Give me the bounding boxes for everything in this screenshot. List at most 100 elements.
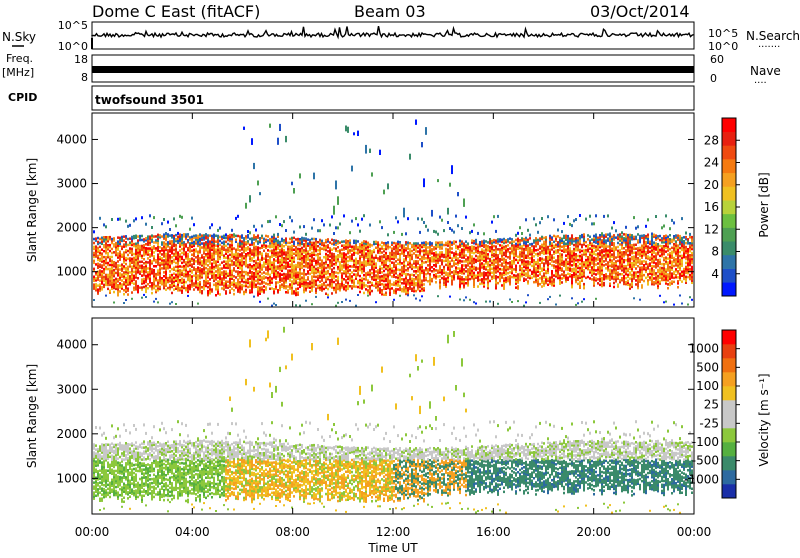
echo-cell xyxy=(567,261,569,264)
echo-cell xyxy=(455,241,457,244)
echo-cell xyxy=(467,242,469,245)
echo-cell xyxy=(551,242,553,245)
echo-cell xyxy=(407,273,409,276)
echo-cell xyxy=(347,240,349,243)
echo-cell xyxy=(179,249,181,252)
echo-cell xyxy=(509,261,511,264)
echo-cell xyxy=(561,267,563,270)
echo-cell xyxy=(351,271,353,274)
echo-cell xyxy=(395,264,397,267)
echo-cell xyxy=(189,274,191,277)
echo-cell xyxy=(539,257,541,260)
echo-cell xyxy=(379,266,381,269)
echo-cell xyxy=(303,225,305,228)
echo-cell xyxy=(475,259,477,262)
echo-cell xyxy=(359,255,361,258)
echo-cell xyxy=(153,251,155,254)
echo-cell xyxy=(153,255,155,258)
echo-cell xyxy=(329,259,331,262)
echo-cell xyxy=(519,239,521,242)
echo-cell xyxy=(133,271,135,274)
echo-cell xyxy=(321,259,323,262)
echo-cell xyxy=(127,287,129,290)
echo-cell xyxy=(107,244,109,247)
echo-cell xyxy=(419,258,421,261)
echo-cell xyxy=(227,273,229,276)
echo-cell xyxy=(133,257,135,260)
echo-cell xyxy=(101,264,103,267)
echo-cell xyxy=(399,285,401,288)
echo-cell xyxy=(257,234,259,237)
echo-cell xyxy=(171,260,173,263)
echo-cell xyxy=(245,271,247,274)
echo-cell xyxy=(467,268,469,271)
echo-cell xyxy=(527,294,529,296)
echo-cell xyxy=(121,279,123,282)
echo-cell xyxy=(313,258,315,261)
echo-cell xyxy=(379,256,381,259)
echo-cell xyxy=(423,287,425,290)
echo-cell xyxy=(495,275,497,278)
echo-cell xyxy=(403,244,405,247)
echo-cell xyxy=(291,280,293,283)
echo-cell xyxy=(437,295,439,297)
echo-cell xyxy=(433,230,435,233)
echo-cell xyxy=(267,277,269,280)
echo-cell xyxy=(427,264,429,267)
echo-cell xyxy=(99,270,101,273)
echo-cell xyxy=(259,237,261,240)
echo-cell xyxy=(583,298,585,300)
echo-cell xyxy=(155,247,157,250)
echo-cell xyxy=(237,253,239,256)
echo-cell xyxy=(107,252,109,255)
echo-cell xyxy=(445,248,447,251)
echo-cell xyxy=(353,132,355,135)
echo-cell xyxy=(381,241,383,244)
echo-cell xyxy=(137,285,139,288)
echo-cell xyxy=(127,238,129,241)
echo-cell xyxy=(267,245,269,248)
echo-cell xyxy=(161,257,163,260)
echo-cell xyxy=(353,279,355,282)
echo-cell xyxy=(387,255,389,258)
echo-cell xyxy=(451,271,453,274)
echo-cell xyxy=(375,247,377,250)
echo-cell xyxy=(163,218,165,221)
echo-cell xyxy=(459,240,461,243)
echo-cell xyxy=(501,262,503,265)
echo-cell xyxy=(365,241,367,244)
echo-cell xyxy=(119,268,121,271)
echo-cell xyxy=(575,253,577,256)
echo-cell xyxy=(357,223,359,226)
echo-cell xyxy=(497,303,499,305)
echo-cell xyxy=(225,261,227,264)
echo-cell xyxy=(387,233,389,236)
echo-cell xyxy=(151,292,153,295)
echo-cell xyxy=(255,246,257,249)
echo-cell xyxy=(319,263,321,266)
echo-cell xyxy=(449,183,451,187)
echo-cell xyxy=(251,271,253,274)
echo-cell xyxy=(425,277,427,280)
echo-cell xyxy=(369,149,371,153)
echo-cell xyxy=(535,249,537,252)
echo-cell xyxy=(499,264,501,267)
echo-cell xyxy=(545,276,547,279)
echo-cell xyxy=(283,245,285,248)
echo-cell xyxy=(337,246,339,249)
echo-cell xyxy=(357,266,359,269)
echo-cell xyxy=(401,288,403,291)
echo-cell xyxy=(269,250,271,253)
echo-cell xyxy=(301,272,303,275)
echo-cell xyxy=(205,253,207,256)
echo-cell xyxy=(285,237,287,240)
echo-cell xyxy=(341,252,343,255)
echo-cell xyxy=(365,288,367,291)
echo-cell xyxy=(301,237,303,240)
echo-cell xyxy=(259,275,261,278)
echo-cell xyxy=(347,276,349,279)
echo-cell xyxy=(471,230,473,233)
echo-cell xyxy=(181,252,183,255)
echo-cell xyxy=(405,232,407,235)
echo-cell xyxy=(343,270,345,273)
